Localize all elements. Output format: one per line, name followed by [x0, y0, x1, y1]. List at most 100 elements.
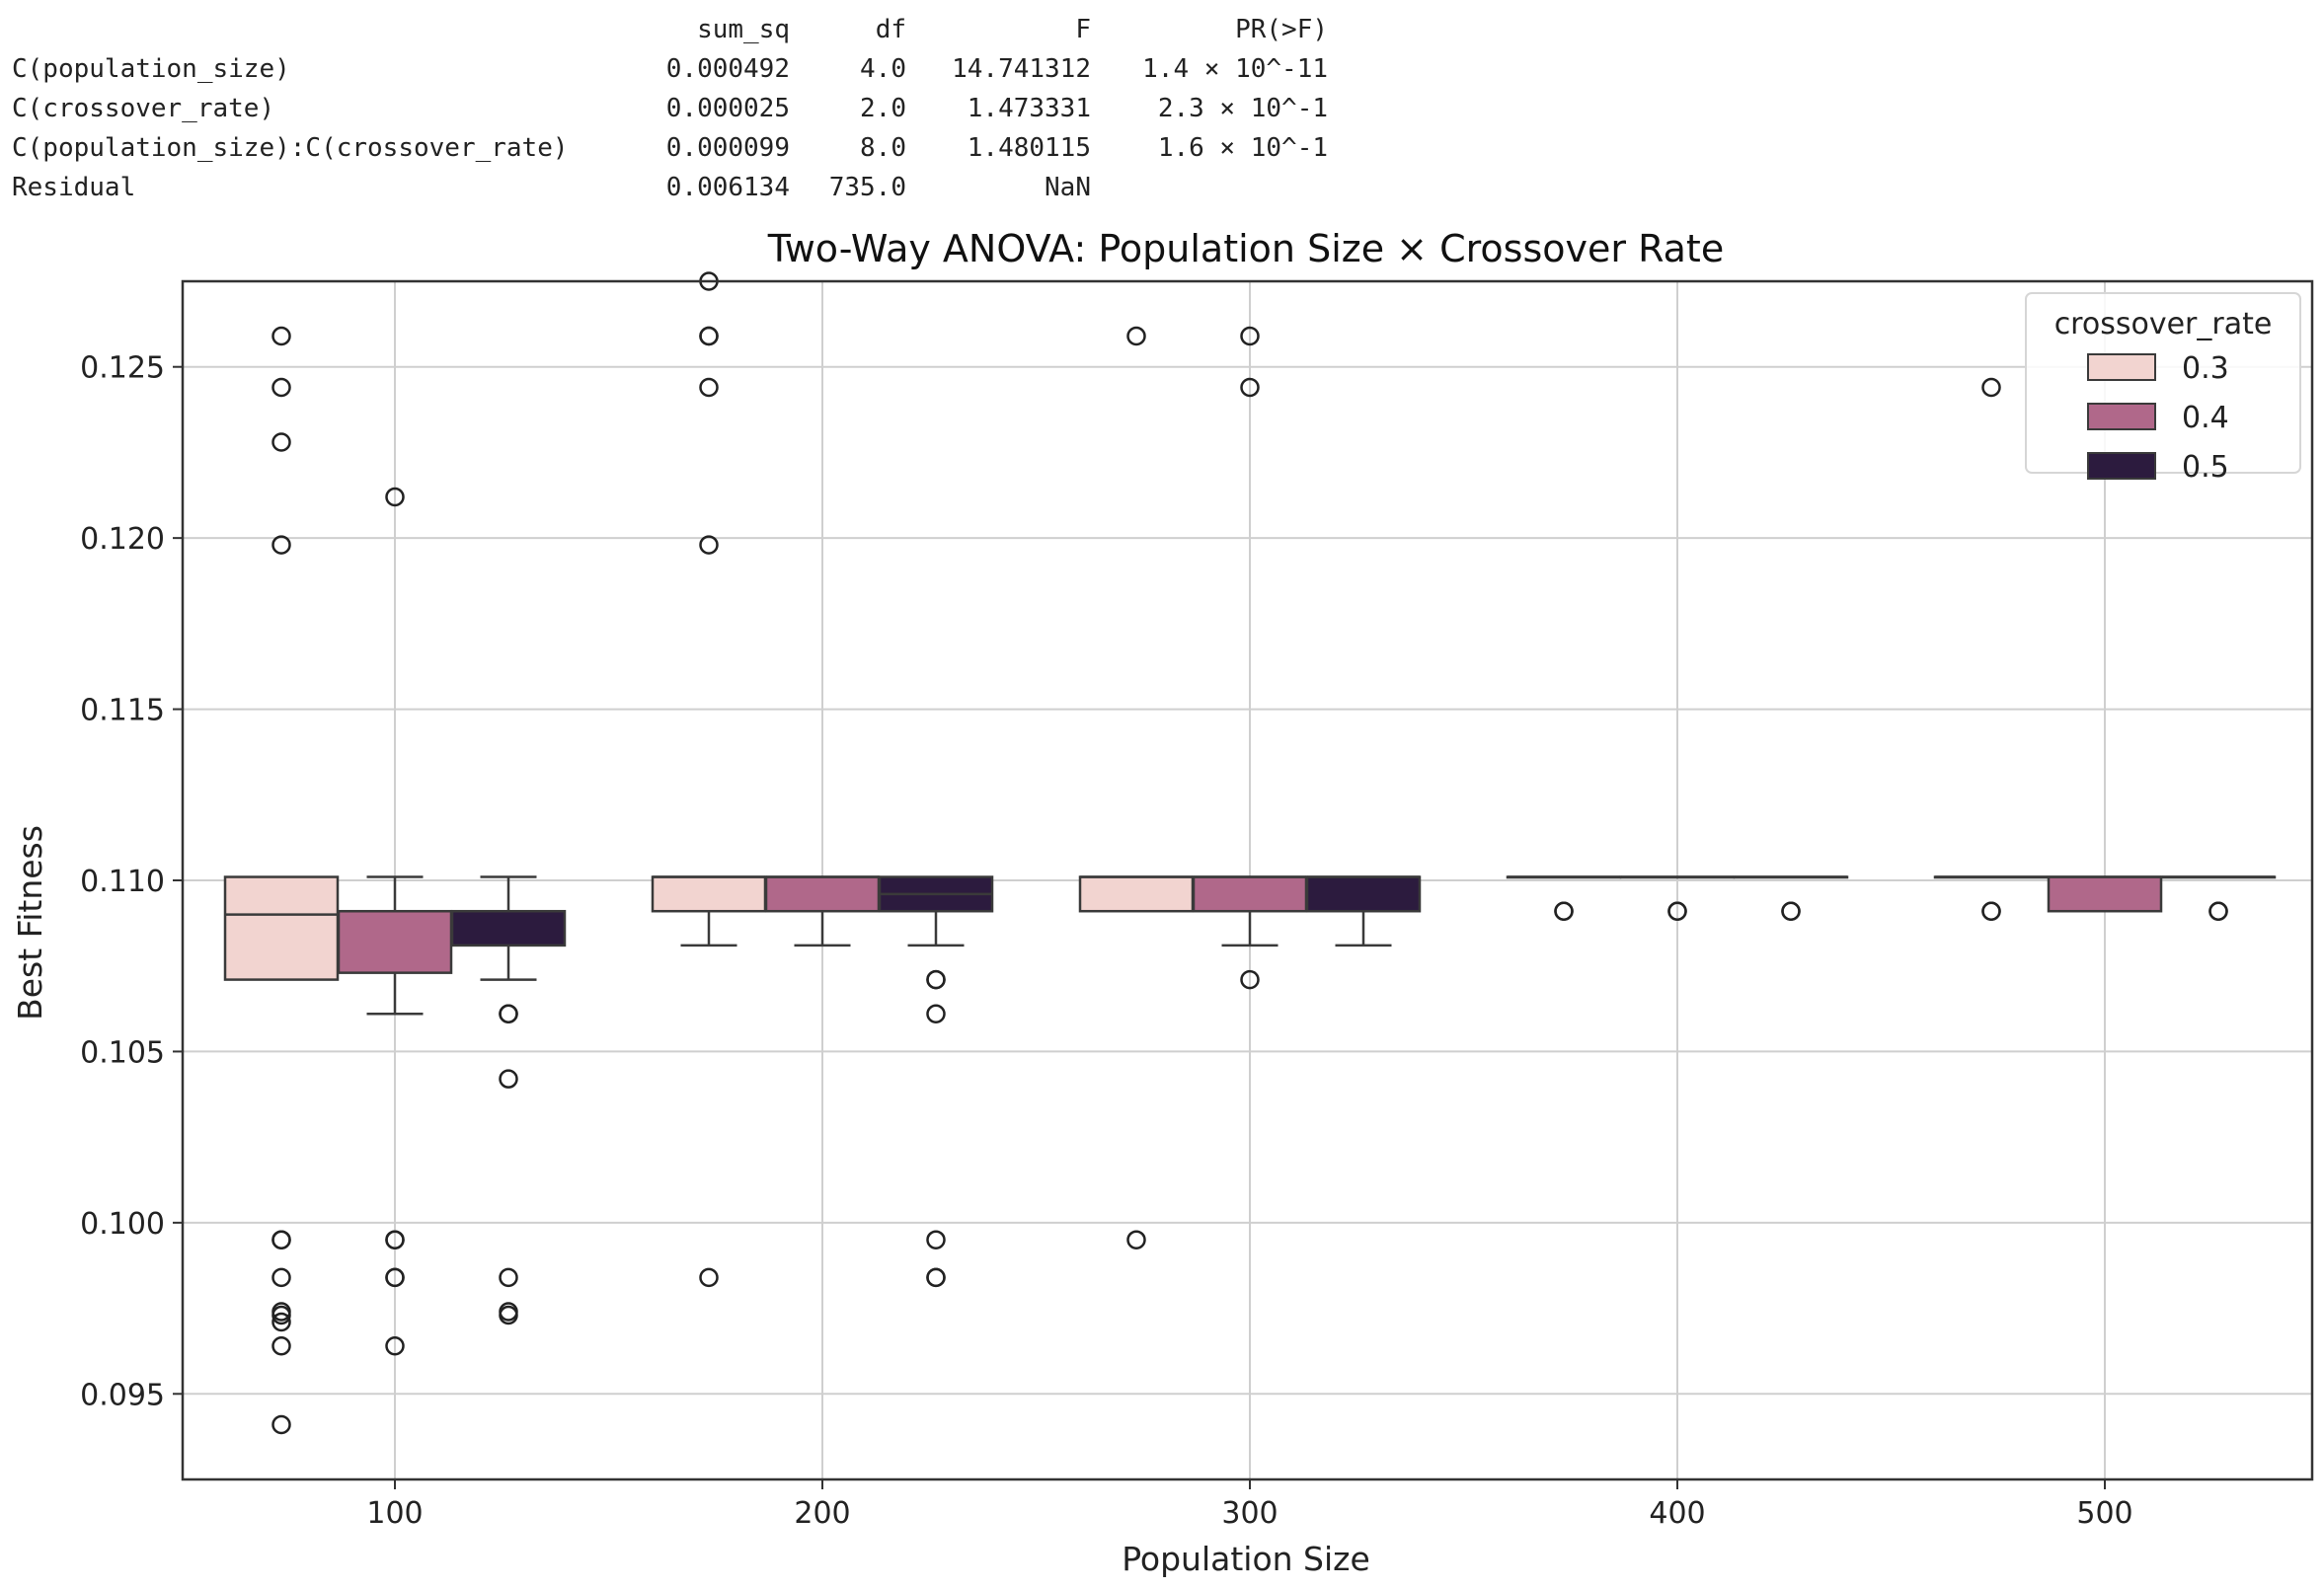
boxplot-chart: Two-Way ANOVA: Population Size × Crossov…	[11, 227, 2314, 1578]
table-cell: 0.000492	[666, 54, 790, 84]
table-cell: 8.0	[860, 133, 906, 163]
iqr-box	[1305, 875, 1422, 913]
table-cell: 2.0	[860, 94, 906, 123]
outlier-point	[1126, 1230, 1146, 1249]
box-0.4-300	[1192, 326, 1308, 990]
outlier-point	[699, 535, 719, 555]
legend: crossover_rate 0.3 0.4 0.5	[2025, 292, 2301, 485]
outlier-point	[699, 326, 719, 346]
x-tick-label: 100	[366, 1496, 423, 1531]
legend-swatch	[2087, 452, 2156, 480]
box-0.5-300	[1305, 875, 1422, 947]
table-cell: 735.0	[829, 173, 906, 202]
iqr-box	[1192, 875, 1308, 913]
legend-swatch	[2087, 353, 2156, 381]
outlier-point	[271, 1267, 291, 1288]
x-tick-label: 300	[1221, 1496, 1278, 1531]
box-0.4-500	[2047, 875, 2163, 913]
x-tick-label: 200	[794, 1496, 850, 1531]
iqr-box	[450, 909, 567, 947]
box-0.5-200	[878, 875, 994, 1288]
table-header: PR(>F)	[1235, 15, 1328, 44]
table-cell: 1.6 × 10^-1	[1158, 133, 1328, 163]
outlier-point	[271, 1305, 291, 1325]
table-cell: 0.006134	[666, 173, 790, 202]
table-row-term: C(crossover_rate)	[12, 94, 274, 123]
outlier-point	[271, 1230, 291, 1249]
table-cell: 4.0	[860, 54, 906, 84]
table-row-term: C(population_size):C(crossover_rate)	[12, 133, 569, 163]
table-cell: 1.473331	[968, 94, 1091, 123]
x-tick-label: 500	[2076, 1496, 2132, 1531]
box-0.5-100	[450, 875, 567, 1325]
outlier-point	[1781, 901, 1801, 921]
y-axis-label: Best Fitness	[11, 825, 49, 1021]
iqr-box	[2047, 875, 2163, 913]
outlier-point	[1667, 901, 1687, 921]
chart-title: Two-Way ANOVA: Population Size × Crossov…	[767, 227, 1724, 270]
table-cell: 0.000099	[666, 133, 790, 163]
table-cell: NaN	[1045, 173, 1091, 202]
box-0.4-100	[337, 487, 453, 1356]
outlier-point	[385, 1267, 405, 1288]
y-tick-label: 0.115	[80, 694, 165, 728]
table-cell: 14.741312	[952, 54, 1091, 84]
outlier-point	[385, 487, 405, 507]
table-cell: 2.3 × 10^-1	[1158, 94, 1328, 123]
iqr-box	[651, 875, 767, 913]
outlier-point	[1981, 901, 2001, 921]
outlier-point	[271, 432, 291, 452]
outlier-point	[699, 1267, 719, 1288]
table-row-term: Residual	[12, 173, 135, 202]
table-row-term: C(population_size)	[12, 54, 290, 84]
legend-label: 0.5	[2182, 450, 2229, 485]
outlier-point	[1126, 326, 1146, 346]
outlier-point	[385, 1335, 405, 1356]
box-0.5-400	[1733, 875, 1849, 921]
outlier-point	[1240, 377, 1260, 398]
box-0.4-200	[764, 875, 881, 947]
iqr-box	[223, 875, 340, 981]
box-0.3-500	[1933, 377, 2050, 921]
outlier-point	[699, 377, 719, 398]
outlier-point	[1981, 377, 2001, 398]
legend-label: 0.3	[2182, 351, 2229, 386]
axes: 0.095 0.100 0.105 0.110 0.115 0.120 0.125 100 20…	[80, 279, 2314, 1531]
outlier-point	[2208, 901, 2228, 921]
outlier-point	[499, 1004, 518, 1024]
legend-title: crossover_rate	[2054, 307, 2273, 341]
outlier-point	[499, 1305, 518, 1325]
iqr-box	[1078, 875, 1195, 913]
outlier-point	[1554, 901, 1574, 921]
box-0.3-100	[223, 326, 340, 1435]
table-header: df	[876, 15, 906, 44]
outlier-point	[499, 1267, 518, 1288]
y-tick-label: 0.120	[80, 522, 165, 557]
outlier-point	[499, 1069, 518, 1089]
outlier-point	[271, 1335, 291, 1356]
iqr-box	[337, 909, 453, 974]
outlier-point	[385, 1230, 405, 1249]
y-tick-label: 0.100	[80, 1207, 165, 1242]
outlier-point	[1240, 326, 1260, 346]
x-tick-label: 400	[1649, 1496, 1705, 1531]
y-tick-label: 0.095	[80, 1378, 165, 1412]
outlier-point	[926, 969, 946, 990]
outlier-point	[1240, 969, 1260, 990]
iqr-box	[764, 875, 881, 913]
table-header: F	[1075, 15, 1091, 44]
y-tick-label: 0.125	[80, 351, 165, 386]
axes-frame	[181, 279, 2314, 1481]
legend-label: 0.4	[2182, 401, 2229, 435]
anova-table: sum_sq df F PR(>F) C(population_size) 0.00049…	[12, 15, 1328, 202]
outlier-point	[926, 1230, 946, 1249]
outlier-point	[271, 1414, 291, 1435]
box-0.5-500	[2160, 875, 2277, 921]
y-tick-label: 0.105	[80, 1035, 165, 1070]
outlier-point	[926, 1004, 946, 1024]
x-axis-label: Population Size	[1122, 1540, 1370, 1578]
box-series	[223, 271, 2277, 1435]
legend-swatch	[2087, 403, 2156, 430]
outlier-point	[271, 1312, 291, 1332]
outlier-point	[926, 1267, 946, 1288]
